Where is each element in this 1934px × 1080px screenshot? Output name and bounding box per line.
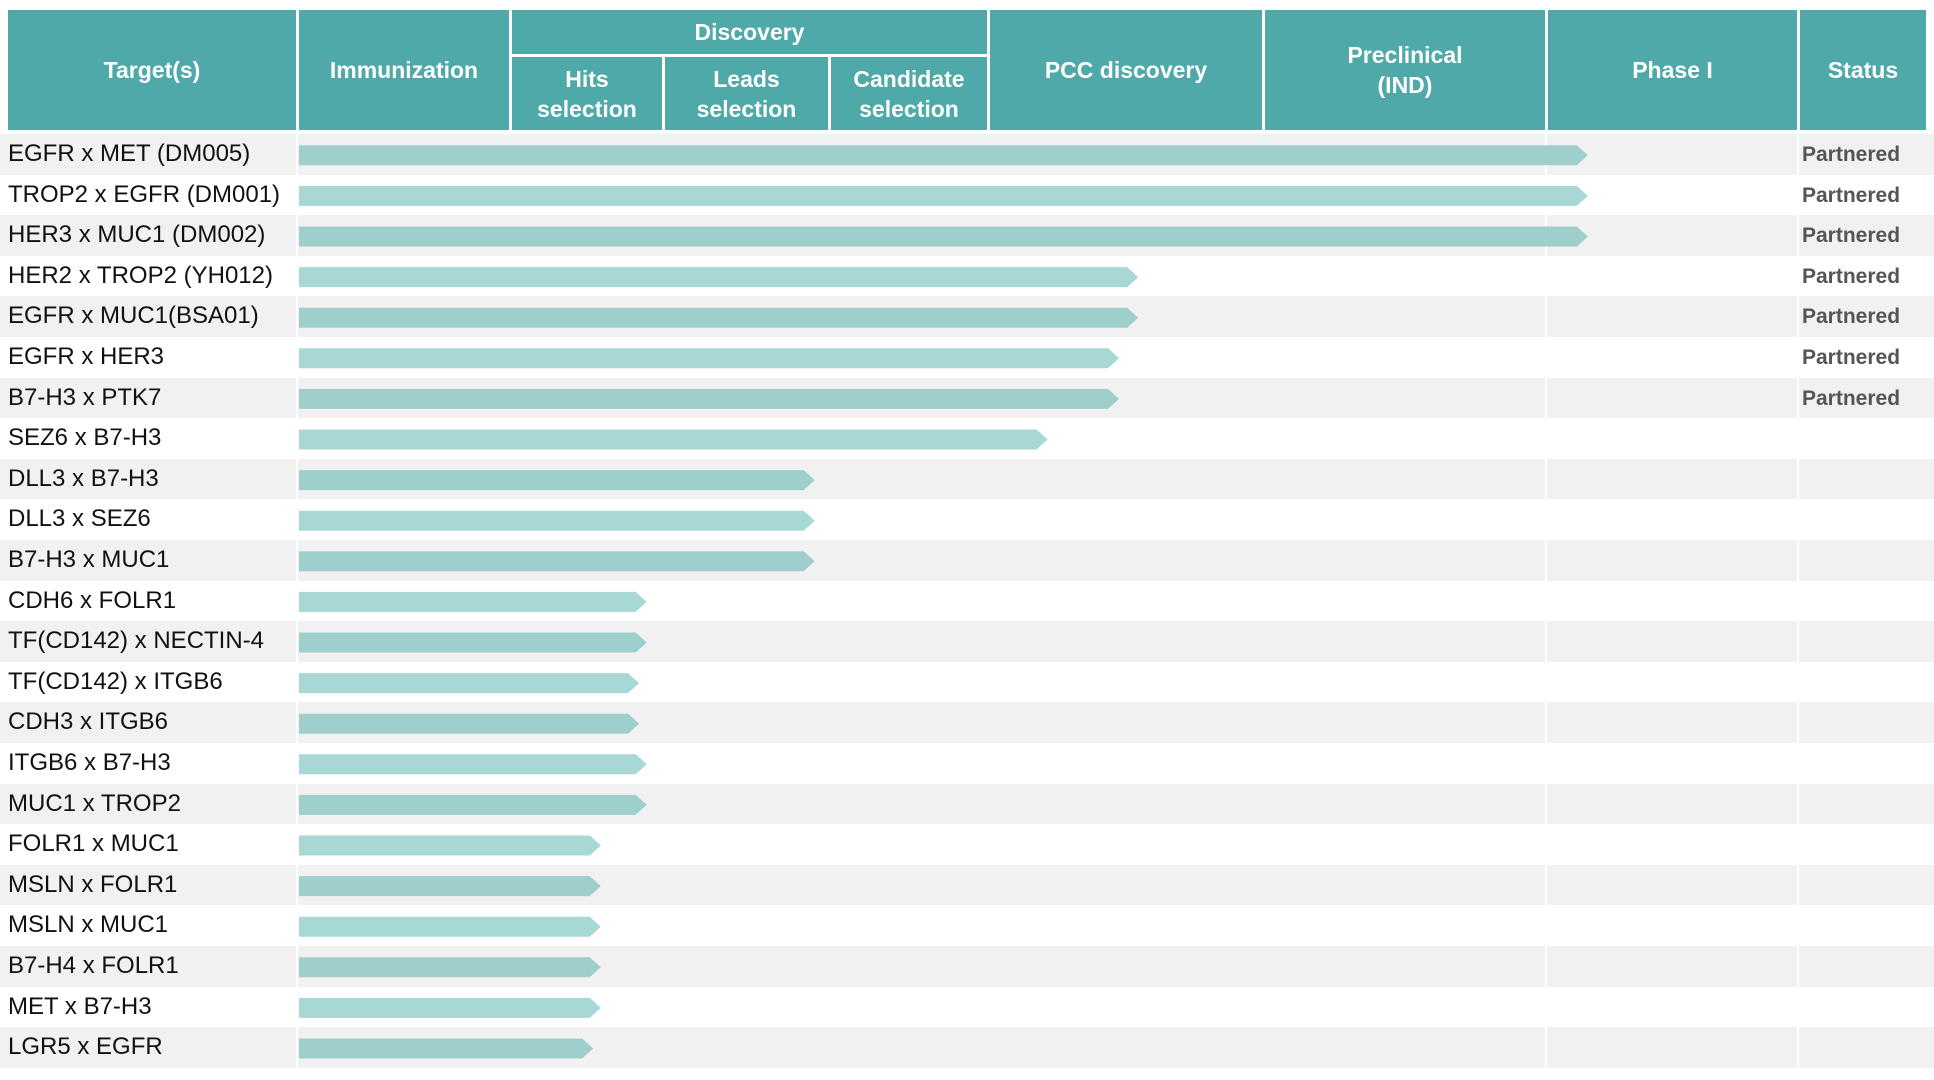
status-badge: Partnered [1802, 143, 1901, 166]
column-divider [1545, 134, 1547, 1068]
target-label: HER3 x MUC1 (DM002) [8, 221, 266, 249]
progress-bar [299, 267, 1139, 288]
header-immunization: Immunization [299, 10, 509, 130]
target-label: TF(CD142) x NECTIN-4 [8, 627, 265, 655]
target-label: B7-H3 x PTK7 [8, 383, 162, 411]
header-hits-label: Hits selection [537, 65, 637, 122]
progress-bar [299, 226, 1588, 247]
target-label: TF(CD142) x ITGB6 [8, 667, 223, 695]
progress-bar [299, 876, 601, 897]
target-label: EGFR x MET (DM005) [8, 140, 251, 167]
header-preclinical: Preclinical (IND) [1265, 10, 1545, 130]
target-label: B7-H4 x FOLR1 [8, 952, 179, 979]
target-label: CDH3 x ITGB6 [8, 708, 169, 736]
progress-bar [299, 713, 640, 734]
target-label: LGR5 x EGFR [8, 1033, 163, 1061]
header-candidate-label: Candidate selection [853, 65, 965, 122]
header-immunization-label: Immunization [329, 57, 479, 83]
target-label: B7-H3 x MUC1 [8, 546, 170, 573]
header-preclinical-label: Preclinical (IND) [1347, 42, 1463, 98]
header-phase-1: Phase I [1548, 10, 1797, 130]
target-label: MSLN x MUC1 [8, 911, 169, 939]
status-badge: Partnered [1802, 386, 1901, 410]
progress-bar [299, 632, 647, 653]
target-label: SEZ6 x B7-H3 [8, 424, 162, 452]
column-divider [1797, 134, 1799, 1068]
target-label: EGFR x MUC1(BSA01) [8, 302, 259, 330]
header-leads-selection: Leads selection [665, 57, 828, 130]
progress-bar [299, 185, 1588, 206]
header-targets-label: Target(s) [103, 57, 201, 83]
progress-bar [299, 145, 1588, 166]
progress-bar [299, 307, 1139, 328]
progress-bar [299, 388, 1119, 409]
header-phase1-label: Phase I [1632, 57, 1713, 83]
column-divider [296, 134, 298, 1068]
progress-bar [299, 551, 815, 572]
target-label: TROP2 x EGFR (DM001) [8, 180, 281, 208]
header-discovery: Discovery [512, 10, 987, 54]
header-hits-selection: Hits selection [512, 57, 662, 130]
target-label: DLL3 x SEZ6 [8, 505, 151, 533]
target-label: MET x B7-H3 [8, 992, 152, 1020]
progress-bar [299, 794, 647, 815]
status-badge: Partnered [1802, 224, 1901, 248]
status-badge: Partnered [1802, 183, 1901, 207]
progress-bar [299, 673, 640, 694]
header-discovery-label: Discovery [694, 19, 805, 45]
header-leads-label: Leads selection [696, 65, 797, 122]
header-status-label: Status [1827, 57, 1899, 83]
status-badge: Partnered [1802, 346, 1901, 369]
header-candidate-selection: Candidate selection [831, 57, 987, 130]
target-label: MUC1 x TROP2 [8, 789, 181, 817]
progress-bar [299, 997, 601, 1018]
progress-bar [299, 510, 815, 531]
header-pcc-discovery: PCC discovery [990, 10, 1262, 130]
progress-bar [299, 957, 601, 978]
progress-bar [299, 1038, 594, 1059]
header-status: Status [1800, 10, 1926, 130]
progress-bar [299, 348, 1119, 369]
progress-bar [299, 470, 815, 491]
progress-bar [299, 754, 647, 775]
target-label: ITGB6 x B7-H3 [8, 749, 171, 776]
target-label: DLL3 x B7-H3 [8, 464, 159, 492]
status-badge: Partnered [1802, 264, 1901, 288]
status-badge: Partnered [1802, 305, 1901, 329]
progress-bar [299, 916, 601, 937]
progress-bar [299, 591, 647, 612]
target-label: HER2 x TROP2 (YH012) [8, 261, 273, 289]
target-label: EGFR x HER3 [8, 343, 165, 370]
target-label: MSLN x FOLR1 [8, 870, 178, 898]
target-label: CDH6 x FOLR1 [8, 586, 177, 614]
header-pcc-label: PCC discovery [1044, 57, 1208, 83]
progress-bar [299, 835, 601, 856]
target-label: FOLR1 x MUC1 [8, 830, 179, 858]
header-targets: Target(s) [8, 10, 296, 130]
progress-bar [299, 429, 1048, 450]
